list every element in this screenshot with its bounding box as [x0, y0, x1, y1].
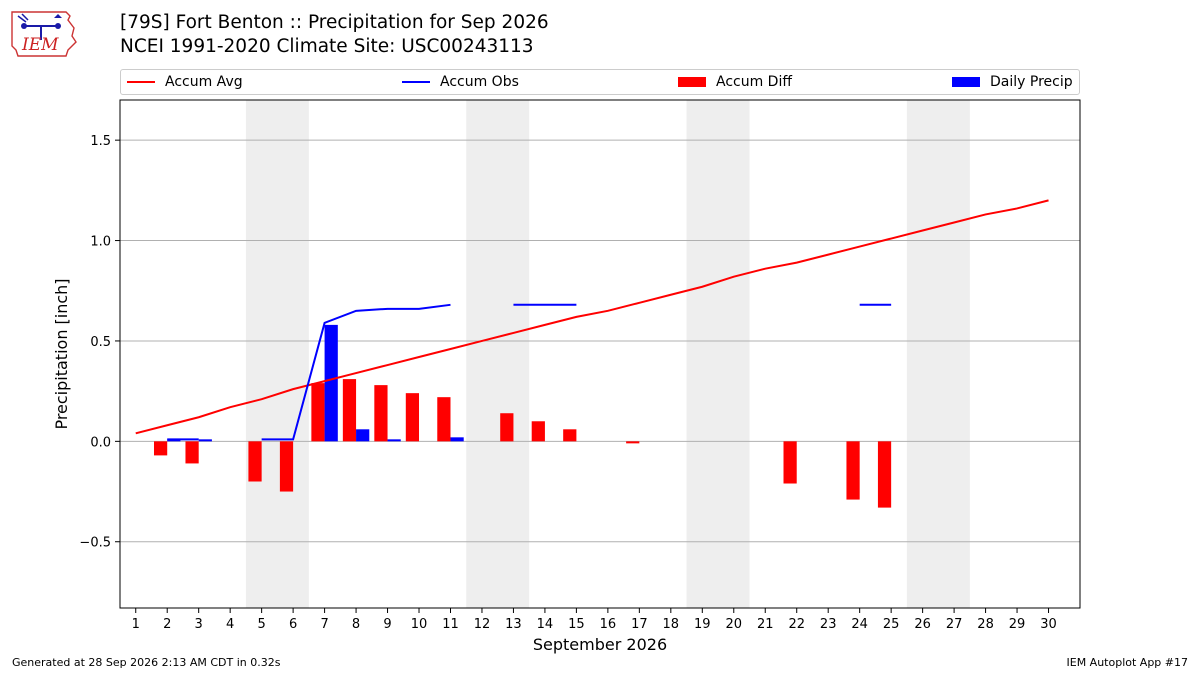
x-tick-label: 28	[977, 617, 994, 632]
legend-swatch-accum-diff	[678, 77, 706, 87]
accum-diff-bar	[248, 441, 262, 482]
daily-precip-bar	[450, 437, 464, 442]
legend-swatch-daily-precip	[952, 77, 980, 87]
daily-precip-bar	[167, 439, 181, 442]
accum-diff-bar	[342, 379, 357, 442]
iem-iowa-weather-logo-icon: IEM	[11, 11, 77, 57]
x-tick-label: 5	[257, 617, 265, 632]
daily-precip-bar	[324, 324, 338, 442]
legend-label-accum-diff: Accum Diff	[716, 74, 793, 90]
x-tick-label: 18	[663, 617, 680, 632]
autoplot-app-label: IEM Autoplot App #17	[1066, 656, 1189, 669]
accum-diff-bar	[846, 441, 860, 500]
accum-diff-bar	[374, 385, 388, 442]
x-tick-label: 1	[132, 617, 140, 632]
legend-label-accum-obs: Accum Obs	[440, 74, 519, 90]
accum-diff-bar	[783, 441, 797, 484]
x-tick-label: 30	[1040, 617, 1057, 632]
y-tick-label: 0.0	[90, 435, 111, 450]
x-tick-label: 25	[883, 617, 900, 632]
accum-obs-line	[261, 303, 451, 441]
x-tick-label: 10	[411, 617, 428, 632]
daily-precip-bar	[198, 439, 212, 442]
legend-label-accum-avg: Accum Avg	[165, 74, 243, 90]
chart-title: [79S] Fort Benton :: Precipitation for S…	[120, 12, 549, 33]
x-tick-label: 7	[320, 617, 328, 632]
plot-frame	[119, 99, 1081, 609]
accum-diff-bar	[185, 441, 199, 464]
weekend-shade	[245, 100, 309, 608]
x-tick-label: 13	[505, 617, 522, 632]
x-tick-label: 16	[600, 617, 617, 632]
x-axis-label: September 2026	[533, 635, 667, 654]
x-tick-label: 24	[851, 617, 868, 632]
iem-logo: IEM	[8, 6, 80, 60]
y-axis-label: Precipitation [inch]	[52, 278, 71, 429]
daily-precip-bar	[387, 439, 401, 442]
accum-diff-bar	[500, 413, 514, 442]
accum-diff-bar	[877, 441, 892, 508]
x-tick-label: 8	[352, 617, 360, 632]
accum-diff-bar	[279, 441, 294, 492]
accum-avg-line	[135, 199, 1049, 435]
daily-precip-bar	[356, 429, 370, 442]
x-tick-label: 6	[289, 617, 297, 632]
x-tick-label: 4	[226, 617, 234, 632]
svg-text:IEM: IEM	[21, 35, 59, 55]
legend-swatch-accum-avg	[127, 81, 155, 83]
generated-timestamp: Generated at 28 Sep 2026 2:13 AM CDT in …	[12, 656, 281, 669]
legend-label-daily-precip: Daily Precip	[990, 74, 1073, 90]
accum-diff-bar	[563, 429, 577, 442]
x-tick-label: 15	[568, 617, 585, 632]
x-tick-label: 2	[163, 617, 171, 632]
legend-swatch-accum-obs	[402, 81, 430, 83]
legend-item-accum-obs: Accum Obs	[402, 70, 519, 94]
legend-item-accum-avg: Accum Avg	[127, 70, 243, 94]
accum-diff-bar	[531, 421, 545, 442]
x-tick-label: 19	[694, 617, 711, 632]
x-tick-label: 20	[725, 617, 742, 632]
x-tick-label: 9	[383, 617, 391, 632]
chart-legend: Accum Avg Accum Obs Accum Diff Daily Pre…	[120, 69, 1080, 95]
accum-diff-bar	[626, 441, 640, 444]
x-tick-label: 12	[474, 617, 491, 632]
x-tick-label: 14	[537, 617, 554, 632]
y-tick-label: 0.5	[90, 335, 111, 350]
accum-diff-bar	[405, 393, 420, 442]
y-tick-label: 1.5	[90, 134, 111, 149]
x-tick-label: 27	[946, 617, 963, 632]
accum-diff-bar	[311, 383, 325, 442]
legend-item-accum-diff: Accum Diff	[678, 70, 792, 94]
accum-diff-bar	[437, 397, 451, 442]
chart-subtitle: NCEI 1991-2020 Climate Site: USC00243113	[120, 36, 534, 57]
y-tick-label: 1.0	[90, 235, 111, 250]
weekend-shade	[906, 100, 970, 608]
x-tick-label: 11	[442, 617, 459, 632]
weekend-shade	[686, 100, 750, 608]
x-tick-label: 3	[195, 617, 203, 632]
x-tick-label: 17	[631, 617, 648, 632]
x-tick-label: 26	[914, 617, 931, 632]
x-tick-label: 21	[757, 617, 774, 632]
legend-item-daily-precip: Daily Precip	[952, 70, 1073, 94]
x-tick-label: 23	[820, 617, 837, 632]
x-tick-label: 22	[788, 617, 805, 632]
accum-diff-bar	[153, 441, 168, 456]
weekend-shade	[466, 100, 530, 608]
y-tick-label: −0.5	[79, 536, 111, 551]
x-tick-label: 29	[1009, 617, 1026, 632]
